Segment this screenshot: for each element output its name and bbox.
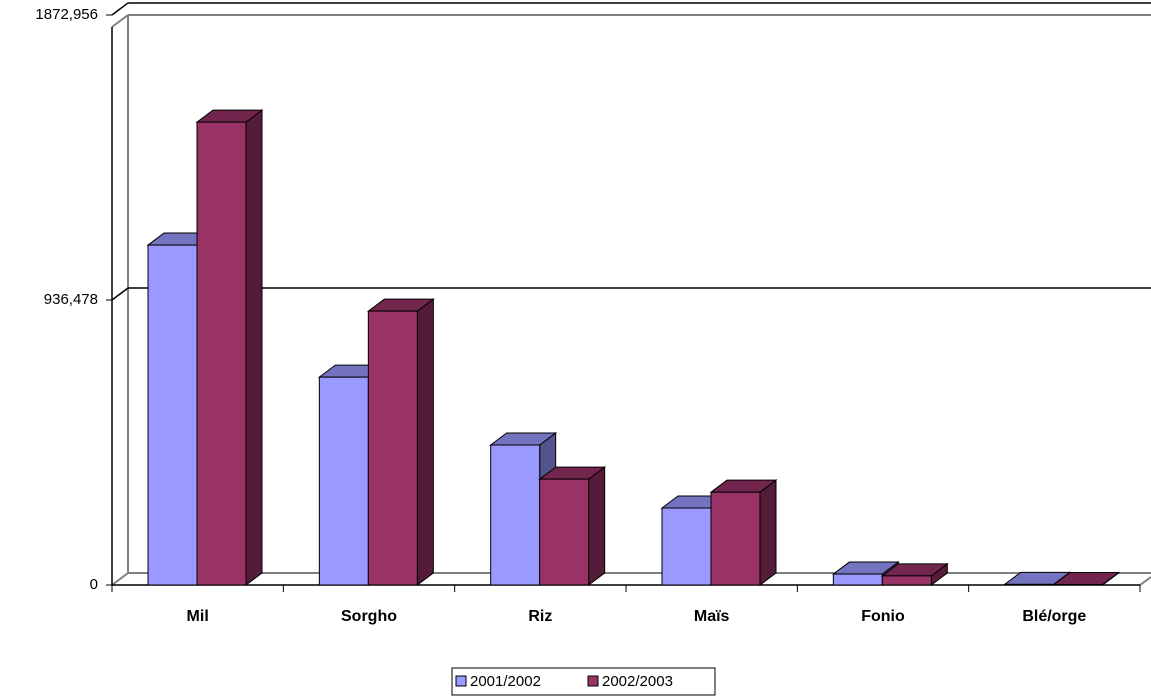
legend-label: 2002/2003 [602,673,673,690]
bar-front [147,244,198,586]
y-tick-label: 936,478 [44,291,98,308]
bar-front [490,444,541,586]
bar [880,562,949,586]
bar-front [196,121,247,586]
bar [366,298,435,586]
bar-front [661,507,712,586]
grid-line [111,2,129,16]
bar-side [416,298,434,586]
legend: 2001/2002 2002/2003 [451,667,716,696]
floor-left [111,572,129,586]
grid-line [111,287,129,301]
legend-swatch [587,675,599,687]
x-tick-label: Blé/orge [1022,608,1086,625]
bar-front [881,575,932,586]
y-tick-label: 0 [90,576,98,593]
bar-side [759,479,777,586]
bar-front [367,310,418,586]
x-tick-label: Riz [528,608,552,625]
bar-front [539,478,590,586]
bar-side [245,109,263,586]
floor-right [1139,576,1151,586]
bar-side [588,466,606,586]
bar-front [318,376,369,586]
bar-front [710,491,761,586]
bar-front [832,573,883,586]
y-tick-label: 1872,956 [35,6,98,23]
x-tick-label: Maïs [694,608,730,625]
legend-box [451,667,716,696]
bar-front [1004,583,1055,586]
x-tick-label: Fonio [861,608,905,625]
bar [538,466,607,586]
legend-swatch [455,675,467,687]
x-tick-label: Sorgho [341,608,397,625]
bar [709,479,778,586]
legend-label: 2001/2002 [470,673,541,690]
x-tick-label: Mil [187,608,209,625]
bar [1052,571,1121,586]
plot-walls [111,14,1151,586]
side-wall-top [111,14,129,28]
bar [195,109,264,586]
